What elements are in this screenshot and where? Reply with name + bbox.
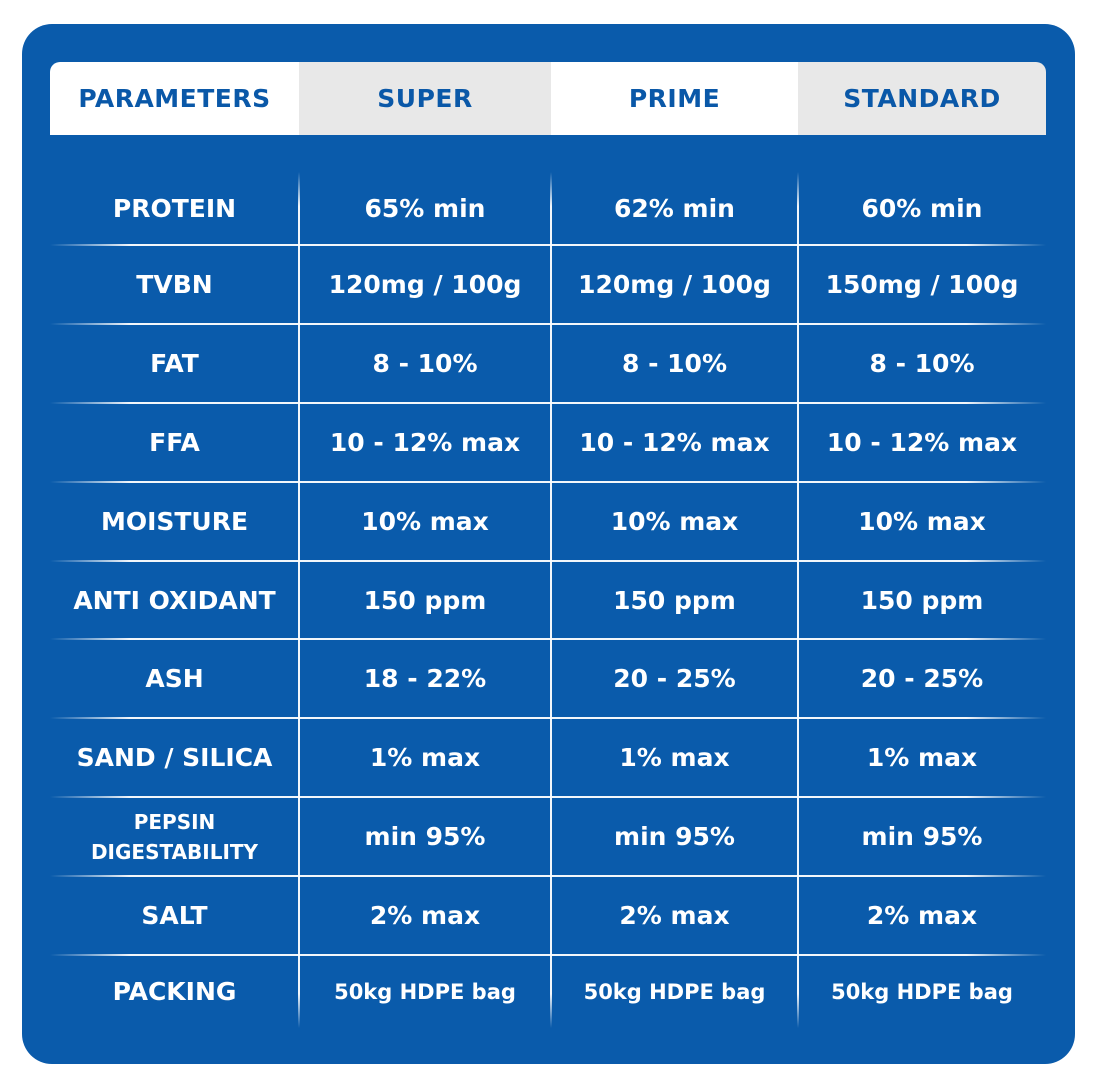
param-cell: SAND / SILICA xyxy=(76,743,273,772)
standard-value: 60% min xyxy=(861,194,983,223)
super-value: 2% max xyxy=(369,901,481,930)
prime-value: 10 - 12% max xyxy=(579,428,770,457)
column-divider xyxy=(550,172,552,1028)
param-cell: PEPSIN DIGESTABILITY xyxy=(50,797,299,876)
column-divider xyxy=(797,172,799,1028)
table-row: TVBN 120mg / 100g 120mg / 100g 150mg / 1… xyxy=(50,244,1046,324)
super-value: 8 - 10% xyxy=(372,349,478,378)
header-standard: STANDARD xyxy=(798,62,1046,135)
param-line-1: PEPSIN xyxy=(133,809,216,834)
param-cell: TVBN xyxy=(136,270,213,299)
table-row: SALT 2% max 2% max 2% max xyxy=(50,875,1046,955)
param-cell: PROTEIN xyxy=(112,194,237,223)
table-body: PROTEIN 65% min 62% min 60% min TVBN 120… xyxy=(50,172,1046,1028)
prime-value: 8 - 10% xyxy=(621,349,728,378)
standard-value: 150mg / 100g xyxy=(825,270,1019,299)
param-cell: FAT xyxy=(150,349,199,378)
header-super: SUPER xyxy=(299,62,551,135)
param-cell: FFA xyxy=(149,428,200,457)
standard-value: 20 - 25% xyxy=(860,664,984,693)
table-row: PEPSIN DIGESTABILITY min 95% min 95% min… xyxy=(50,796,1046,876)
prime-value: 150 ppm xyxy=(613,585,736,615)
table-row: MOISTURE 10% max 10% max 10% max xyxy=(50,481,1046,561)
param-line-2: DIGESTABILITY xyxy=(90,839,259,864)
super-value: 10 - 12% max xyxy=(329,428,521,457)
standard-value: 1% max xyxy=(866,743,978,772)
standard-value: 150 ppm xyxy=(860,585,984,615)
header-prime: PRIME xyxy=(551,62,798,135)
super-value: 10% max xyxy=(361,507,489,536)
param-cell: PACKING xyxy=(112,977,237,1006)
table-row: ANTI OXIDANT 150 ppm 150 ppm 150 ppm xyxy=(50,560,1046,639)
param-cell: ASH xyxy=(145,664,204,693)
prime-value: 10% max xyxy=(610,507,739,536)
super-value: 1% max xyxy=(369,743,481,772)
table-row: PACKING 50kg HDPE bag 50kg HDPE bag 50kg… xyxy=(50,954,1046,1028)
super-value: 18 - 22% xyxy=(363,664,487,693)
param-cell: SALT xyxy=(141,901,208,930)
spec-table-panel xyxy=(22,24,1075,1064)
prime-value: 1% max xyxy=(619,743,730,772)
param-cell: ANTI OXIDANT xyxy=(73,585,276,615)
column-divider xyxy=(298,172,300,1028)
prime-value: 120mg / 100g xyxy=(578,270,771,299)
table-row: ASH 18 - 22% 20 - 25% 20 - 25% xyxy=(50,638,1046,718)
standard-value: 8 - 10% xyxy=(869,349,975,378)
prime-value: 50kg HDPE bag xyxy=(583,979,766,1004)
prime-value: 62% min xyxy=(614,194,735,223)
prime-value: 2% max xyxy=(619,901,730,930)
prime-value: min 95% xyxy=(614,822,735,851)
super-value: min 95% xyxy=(364,822,486,851)
prime-value: 20 - 25% xyxy=(613,664,736,693)
super-value: 150 ppm xyxy=(363,585,487,615)
table-row: FFA 10 - 12% max 10 - 12% max 10 - 12% m… xyxy=(50,402,1046,482)
standard-value: min 95% xyxy=(861,822,983,851)
param-cell: MOISTURE xyxy=(100,507,249,536)
standard-value: 10 - 12% max xyxy=(826,428,1018,457)
super-value: 65% min xyxy=(364,194,486,223)
table-row: PROTEIN 65% min 62% min 60% min xyxy=(50,172,1046,245)
standard-value: 2% max xyxy=(866,901,978,930)
header-parameters: PARAMETERS xyxy=(50,62,299,135)
table-row: SAND / SILICA 1% max 1% max 1% max xyxy=(50,717,1046,797)
super-value: 120mg / 100g xyxy=(328,270,522,299)
table-header: PARAMETERS SUPER PRIME STANDARD xyxy=(50,62,1046,135)
table-row: FAT 8 - 10% 8 - 10% 8 - 10% xyxy=(50,323,1046,403)
standard-value: 50kg HDPE bag xyxy=(831,979,1013,1004)
super-value: 50kg HDPE bag xyxy=(334,979,516,1004)
standard-value: 10% max xyxy=(858,507,986,536)
